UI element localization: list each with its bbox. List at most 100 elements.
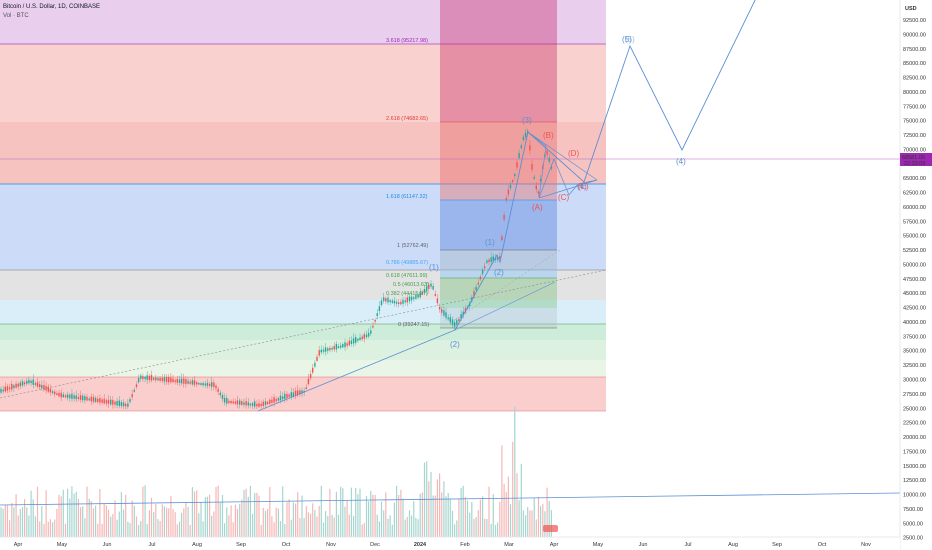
volume-bar <box>206 496 208 537</box>
volume-bar <box>144 485 146 537</box>
volume-legend[interactable]: Vol · BTC <box>3 13 29 19</box>
volume-bar <box>378 521 380 537</box>
candle-body <box>6 386 9 391</box>
candle-body <box>189 381 191 384</box>
candle-body <box>127 403 129 407</box>
price-tick-label: 5000.00 <box>903 521 923 527</box>
candle-body <box>94 398 97 402</box>
volume-bar <box>125 494 127 537</box>
candle-body <box>402 299 404 304</box>
volume-bar <box>537 496 540 537</box>
candle-body <box>484 266 486 269</box>
volume-bar <box>258 495 260 537</box>
volume-bar <box>224 523 226 537</box>
candle-body <box>8 387 11 390</box>
volume-bar <box>335 491 337 537</box>
candle-body <box>254 401 256 407</box>
volume-bar <box>447 493 449 537</box>
price-tick-label: 60000.00 <box>903 205 926 211</box>
volume-bar <box>193 491 196 537</box>
candle-body <box>438 307 441 310</box>
candle-body <box>410 296 413 301</box>
fib-label-0786: 0.786 (49885.67) <box>386 260 428 266</box>
candle-body <box>144 376 146 380</box>
volume-bar <box>318 506 320 537</box>
candle-body <box>45 386 47 391</box>
volume-bar <box>4 505 6 537</box>
candle-body <box>146 375 148 380</box>
volume-bar <box>344 506 346 537</box>
candle-body <box>378 306 381 311</box>
candle-body <box>39 384 41 388</box>
candle-body <box>408 296 411 302</box>
volume-bar <box>372 494 374 537</box>
candle-body <box>208 383 211 386</box>
candle-body <box>318 350 320 356</box>
candle-body <box>202 383 204 386</box>
price-axis[interactable]: USD 92500.00 90000.00 87500.00 85000.00 8250… <box>899 0 932 550</box>
volume-bar <box>189 524 191 537</box>
volume-bar <box>112 514 114 537</box>
volume-bar <box>86 486 88 537</box>
volume-bar <box>142 486 144 537</box>
volume-bar <box>267 509 269 537</box>
candle-body <box>494 257 497 260</box>
candle-body <box>187 380 189 384</box>
candle-body <box>110 399 112 405</box>
candle-body <box>0 388 2 393</box>
volume-bar <box>232 522 234 537</box>
candle-body <box>148 375 151 380</box>
volume-bar <box>516 473 518 537</box>
time-axis[interactable]: Apr May Jun Jul Aug Sep Oct Nov Dec 2024 Feb Mar Apr… <box>0 536 900 550</box>
volume-bar <box>183 508 185 537</box>
candle-body <box>357 338 359 341</box>
current-price-tag <box>900 153 932 166</box>
symbol-title[interactable]: Bitcoin / U.S. Dollar, 1D, COINBASE <box>3 4 101 10</box>
fib-label-0382: 0.382 (44415.27) <box>386 291 428 297</box>
candle-body <box>135 384 138 387</box>
volume-bar <box>428 481 430 537</box>
candle-body <box>331 347 333 350</box>
candle-body <box>348 340 350 346</box>
candle-body <box>380 300 383 306</box>
price-tick-label: 55000.00 <box>903 234 926 240</box>
volume-bar <box>77 498 79 537</box>
volume-bar <box>402 498 404 537</box>
price-tick-label: 62500.00 <box>903 191 926 197</box>
candle-body <box>215 385 217 389</box>
volume-bar <box>340 486 342 537</box>
candle-body <box>460 314 462 319</box>
fib-label-3618: 3.618 (95217.98) <box>386 38 428 44</box>
volume-bar <box>176 524 178 537</box>
candle-body <box>155 377 157 381</box>
volume-bar <box>540 506 542 537</box>
volume-bar <box>430 472 432 537</box>
time-tick-label: Apr <box>550 542 559 548</box>
candle-body <box>200 383 202 385</box>
volume-bar <box>264 511 267 537</box>
candle-body <box>365 334 368 338</box>
volume-bar <box>52 522 54 537</box>
time-tick-label: Sep <box>236 542 246 548</box>
candle-body <box>125 404 127 407</box>
volume-bar <box>73 493 75 537</box>
candle-body <box>340 345 342 348</box>
volume-bar <box>368 501 370 537</box>
candle-body <box>260 404 262 407</box>
candle-body <box>217 388 219 392</box>
price-tick-label: 87500.00 <box>903 47 926 53</box>
volume-bar <box>290 519 292 537</box>
volume-bar <box>43 524 45 537</box>
candle-body <box>71 393 73 399</box>
volume-bar <box>213 511 215 537</box>
volume-bar <box>236 508 239 537</box>
candle-body <box>333 346 335 350</box>
candle-body <box>400 301 402 305</box>
candle-body <box>389 300 391 303</box>
fibonacci-retracement-box <box>440 0 557 329</box>
candle-body <box>129 399 131 403</box>
candle-body <box>105 400 108 404</box>
candle-body <box>56 393 58 395</box>
volume-bar <box>462 485 464 537</box>
